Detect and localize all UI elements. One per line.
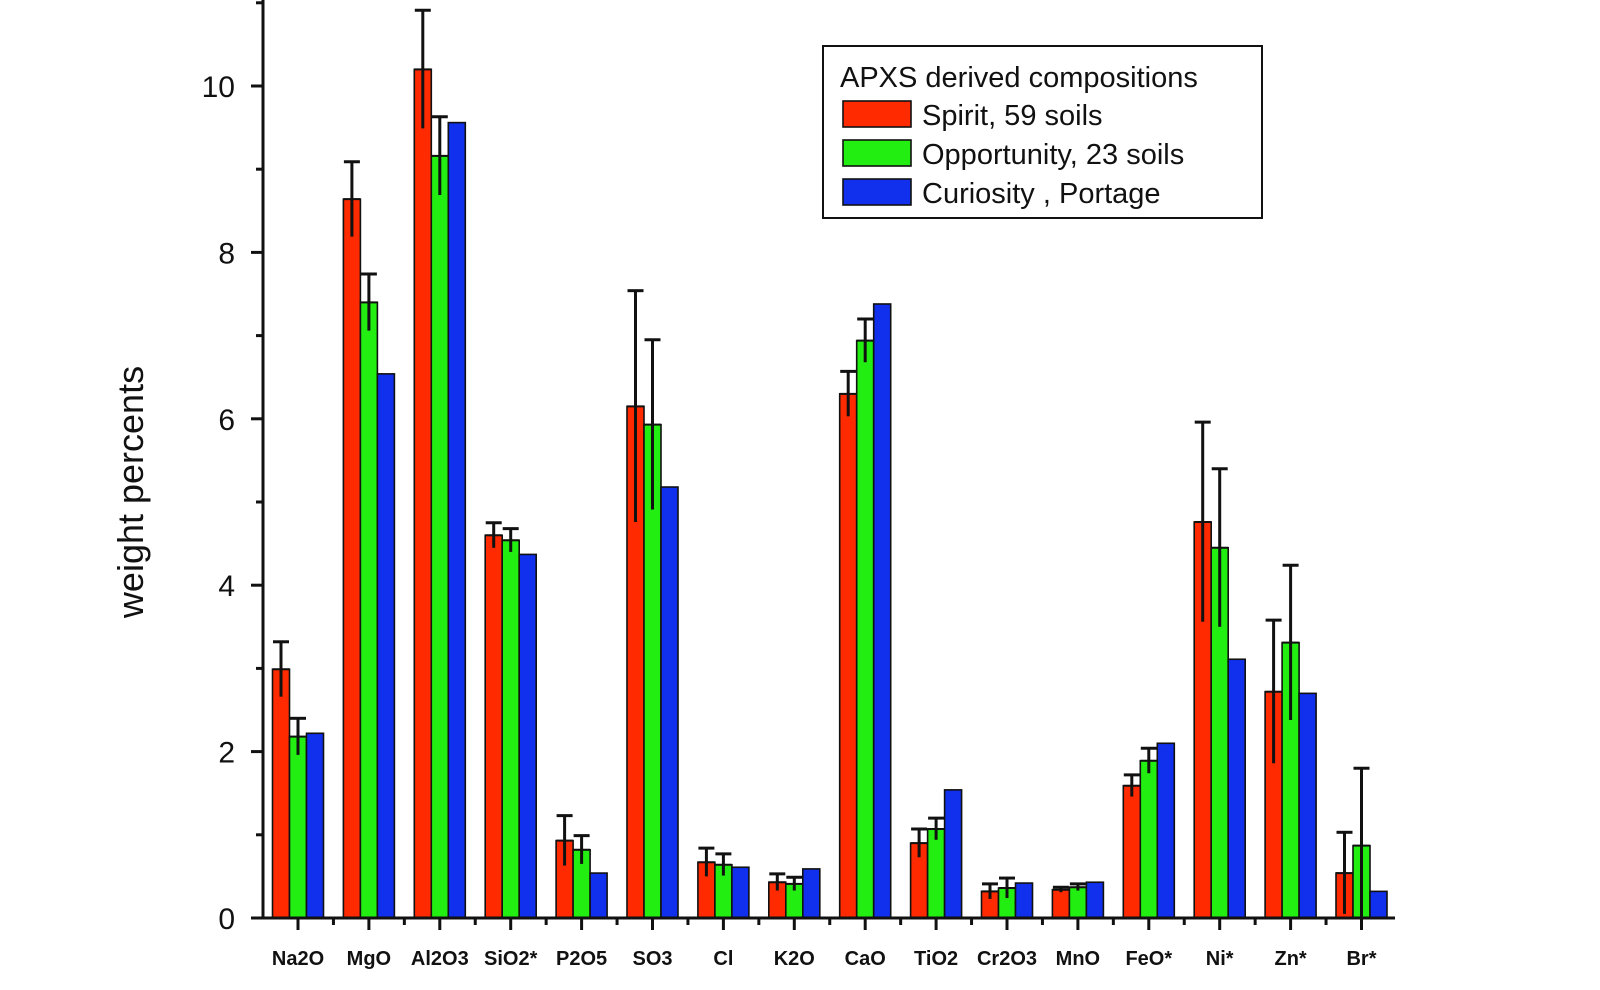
x-tick-label: MgO [347,948,391,970]
legend-swatch-2 [842,178,912,206]
bar-Zn*-2 [1298,692,1317,919]
bar-Cl-2 [731,866,750,919]
bar-TiO2-2 [943,789,963,919]
bar-Na2O-1 [288,735,308,919]
x-tick-label: K2O [774,948,815,970]
y-tick-label: 2 [218,737,235,770]
bar-FeO*-2 [1156,742,1176,919]
y-tick-label: 10 [202,71,235,104]
y-axis-label: weight percents [110,366,151,619]
legend-label-1: Opportunity, 23 soils [922,139,1184,171]
bar-Na2O-2 [305,732,325,919]
x-tick-label: Cr2O3 [977,948,1037,970]
x-tick-label: SiO2* [484,948,538,970]
bar-SiO2*-1 [501,539,521,919]
bar-Na2O-0 [271,668,291,919]
x-tick-label: Ni* [1206,948,1234,970]
legend: APXS derived compositions Spirit, 59 soi… [822,45,1263,219]
bar-MgO-0 [342,198,362,919]
bar-Ni*-2 [1227,658,1246,919]
bar-SO3-2 [660,486,679,919]
legend-label-2: Curiosity , Portage [922,178,1161,210]
legend-label-0: Spirit, 59 soils [922,100,1103,132]
x-tick-label: SO3 [632,948,672,970]
x-tick-label: P2O5 [556,948,607,970]
bar-MnO-2 [1085,881,1105,919]
bar-FeO*-1 [1139,759,1159,919]
x-tick-label: TiO2 [914,948,958,970]
bar-SiO2*-2 [518,553,538,919]
y-tick-label: 0 [218,903,235,936]
legend-swatch-0 [842,100,912,128]
bar-MnO-0 [1051,888,1071,919]
y-tick-label: 8 [218,237,235,270]
bar-TiO2-1 [926,828,946,919]
bar-Al2O3-1 [430,155,450,919]
legend-swatch-1 [842,139,912,167]
legend-title: APXS derived compositions [840,62,1198,94]
y-tick-label: 4 [218,570,235,603]
bar-MnO-1 [1068,886,1088,919]
bar-SiO2*-0 [484,534,504,919]
x-tick-label: CaO [845,948,886,970]
axes-layer: Na2O MgO Al2O3 SiO2* P2O5 SO3 Cl K2O CaO TiO2 Cr2O… [202,0,1395,970]
bar-Al2O3-0 [413,68,433,919]
bar-Br*-2 [1369,890,1388,919]
bar-Al2O3-2 [447,121,467,919]
x-tick-label: MnO [1056,948,1100,970]
bar-MgO-1 [359,301,379,919]
x-tick-label: Al2O3 [411,948,469,970]
y-tick-label: 6 [218,404,235,437]
x-tick-label: Br* [1346,948,1376,970]
bar-CaO-0 [838,393,858,919]
bar-K2O-2 [801,868,821,919]
bar-P2O5-2 [589,872,608,919]
bar-MgO-2 [376,373,396,919]
x-tick-label: Zn* [1274,948,1306,970]
x-tick-label: FeO* [1125,948,1172,970]
bar-CaO-2 [872,303,892,919]
bar-Cr2O3-2 [1014,882,1034,919]
bar-CaO-1 [855,339,875,919]
x-tick-label: Na2O [272,948,324,970]
x-tick-label: Cl [713,948,733,970]
bar-FeO*-0 [1122,784,1142,919]
